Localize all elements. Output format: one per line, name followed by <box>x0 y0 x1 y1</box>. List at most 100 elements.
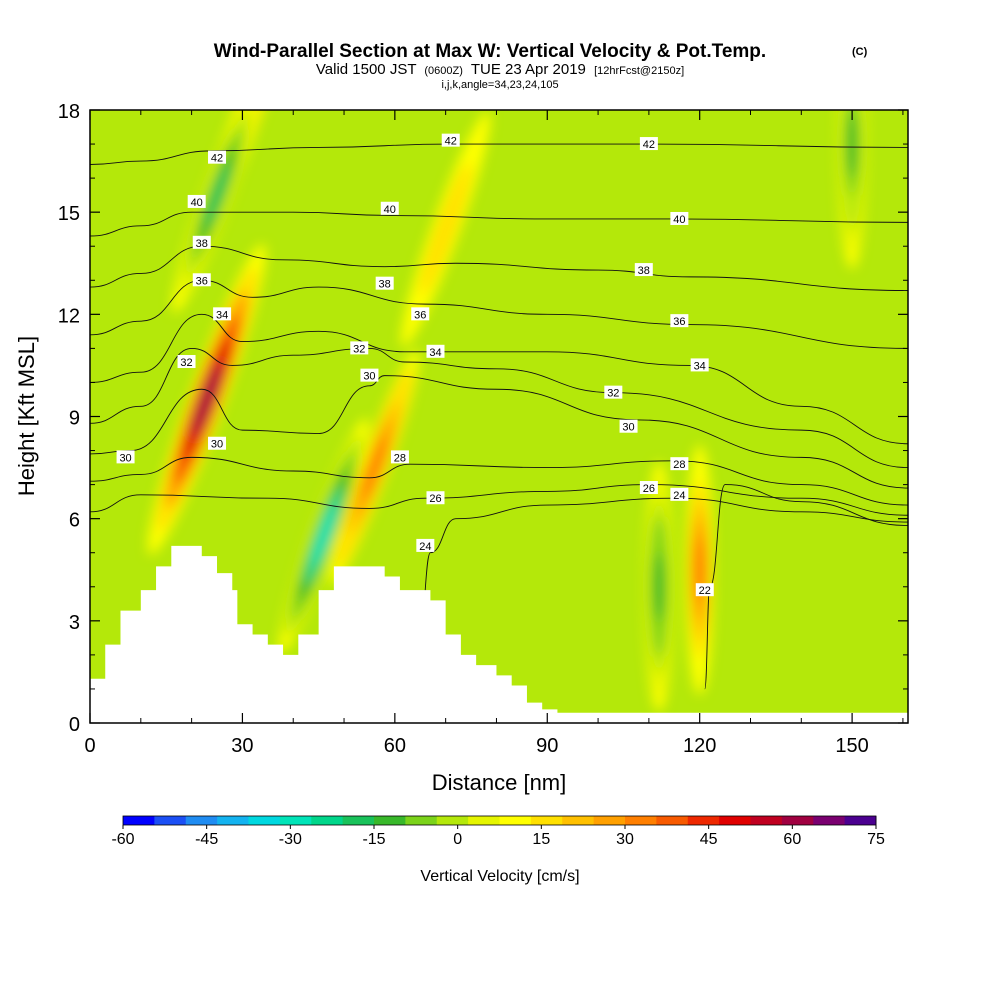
contour-label-box <box>208 436 227 450</box>
contour-label-text: 24 <box>419 541 431 553</box>
contour-label: 36 <box>411 307 430 321</box>
colorbar-swatch <box>468 816 500 825</box>
contour-label-text: 30 <box>622 422 634 434</box>
contour-label: 32 <box>604 385 623 400</box>
contour-label-text: 24 <box>673 490 685 502</box>
isentrope-24 <box>419 497 908 625</box>
colorbar-swatch <box>593 816 626 825</box>
contour-label: 38 <box>375 276 394 291</box>
contour-label-text: 22 <box>699 585 711 597</box>
contour-label: 38 <box>634 263 653 277</box>
subtitle-fcst: [12hrFcst@2150z] <box>594 65 684 77</box>
colorbar-swatch <box>750 816 783 825</box>
colorbar-swatch <box>436 816 469 825</box>
isentrope-40 <box>90 211 908 237</box>
colorbar-swatch <box>123 816 155 825</box>
contour-label-box <box>187 194 206 208</box>
contour-label-box <box>670 457 689 471</box>
colorbar-tick-label: -15 <box>362 831 385 848</box>
terrain <box>90 545 908 723</box>
isentrope-36 <box>90 279 908 349</box>
contour-label: 42 <box>208 150 227 165</box>
colorbar-swatch <box>405 816 438 825</box>
contour-label-box <box>639 137 658 151</box>
contour-label: 30 <box>116 450 135 464</box>
colorbar-ticks: -60 -45 -30 -15 0 15 30 45 60 75 <box>111 825 885 848</box>
contour-label-box <box>634 263 653 277</box>
x-tick-label: 60 <box>384 735 406 757</box>
velocity-core <box>653 553 665 621</box>
colorbar-swatch <box>311 816 344 825</box>
colorbar-swatch <box>217 816 249 825</box>
title-mark: (C) <box>852 46 868 58</box>
contour-label-box <box>690 358 709 372</box>
contour-label-text: 34 <box>429 347 441 359</box>
colorbar-swatch <box>499 816 532 825</box>
y-tick-label: 15 <box>58 203 80 225</box>
colorbar-swatch <box>781 816 814 825</box>
colorbar-tick-label: 0 <box>453 831 462 848</box>
contour-label: 36 <box>670 314 689 328</box>
contour-label-text: 26 <box>643 483 655 495</box>
contour-label: 40 <box>187 194 206 209</box>
contour-label: 32 <box>177 355 196 369</box>
colorbar-swatch <box>374 816 406 825</box>
x-tick-label: 90 <box>536 735 558 757</box>
chart-title: Wind-Parallel Section at Max W: Vertical… <box>214 41 766 62</box>
contour-label-box <box>380 201 399 215</box>
isentrope-28 <box>90 456 908 506</box>
contour-label-box <box>360 368 379 382</box>
colorbar-swatch <box>687 816 720 825</box>
isentrope-42 <box>90 143 908 165</box>
contour-label: 34 <box>213 307 232 321</box>
colorbar-swatch <box>562 816 595 825</box>
contour-label-box <box>116 450 135 464</box>
contour-label-text: 40 <box>673 214 685 226</box>
contour-label-text: 34 <box>216 309 228 321</box>
colorbar-swatch <box>342 816 375 825</box>
contour-label-box <box>426 344 445 358</box>
colorbar-tick-label: 75 <box>867 831 885 848</box>
contour-label-box <box>670 211 689 225</box>
velocity-core <box>191 361 222 438</box>
subtitle-date: TUE 23 Apr 2019 <box>471 61 586 78</box>
contour-label-box <box>441 133 460 147</box>
contour-label: 40 <box>380 201 399 216</box>
velocity-core <box>204 163 230 227</box>
contour-label-box <box>213 307 232 321</box>
colorbar-swatch <box>279 816 312 825</box>
colorbar-swatch <box>844 816 877 825</box>
colorbar-swatch <box>248 816 281 825</box>
y-tick-label: 18 <box>58 101 80 123</box>
isentrope-32 <box>90 347 908 469</box>
velocity-core <box>361 436 388 499</box>
x-tick-label: 120 <box>683 735 716 757</box>
chart-subtitle: Valid 1500 JST (0600Z) TUE 23 Apr 2019 [… <box>316 61 684 78</box>
colorbar <box>122 815 877 826</box>
colorbar-tick-label: -60 <box>111 831 134 848</box>
contour-label: 34 <box>426 344 445 359</box>
colorbar-swatch <box>656 816 689 825</box>
contour-label-box <box>695 583 714 597</box>
contour-label-box <box>350 341 369 355</box>
contour-label-text: 40 <box>384 204 396 216</box>
x-tick-label: 150 <box>835 735 868 757</box>
x-axis: 0 30 60 90 120 150 <box>84 110 904 757</box>
velocity-core <box>311 504 337 568</box>
subtitle-valid: Valid 1500 JST <box>316 61 416 78</box>
plot-area: 42 42 42 40 40 40 38 38 38 36 36 36 34 34 34 32 32 32 30 30… <box>90 110 908 723</box>
contour-label: 30 <box>208 436 227 451</box>
contour-label-text: 38 <box>196 238 208 250</box>
isentrope-30 <box>90 375 908 489</box>
isentrope-38 <box>90 245 908 291</box>
x-axis-label: Distance [nm] <box>432 770 567 795</box>
contour-label-box <box>670 314 689 328</box>
colorbar-tick-label: 30 <box>616 831 634 848</box>
contour-label-text: 34 <box>694 360 706 372</box>
contour-label-text: 32 <box>353 343 365 355</box>
contour-label-text: 42 <box>211 153 223 165</box>
colorbar-swatch <box>154 816 187 825</box>
contour-label: 42 <box>441 133 460 148</box>
contour-label-text: 32 <box>607 388 619 400</box>
y-tick-label: 9 <box>69 408 80 430</box>
